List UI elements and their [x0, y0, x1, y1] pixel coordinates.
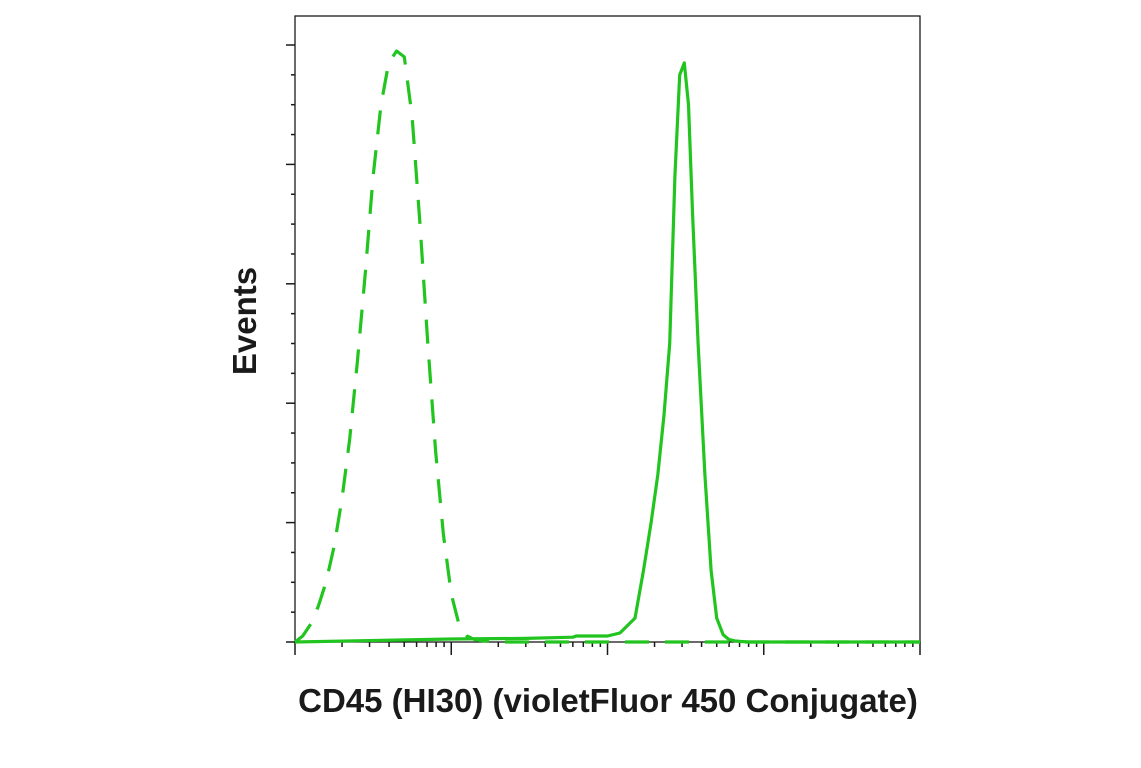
- y-axis-title: Events: [226, 267, 263, 375]
- series-dashed-line: [294, 49, 920, 644]
- series-layer: [294, 49, 920, 644]
- plot-frame: [294, 15, 921, 643]
- y-axis-ticks: [286, 44, 295, 643]
- series-solid-line: [294, 61, 920, 644]
- x-axis-ticks: [294, 642, 921, 655]
- x-axis-title: CD45 (HI30) (violetFluor 450 Conjugate): [298, 682, 918, 719]
